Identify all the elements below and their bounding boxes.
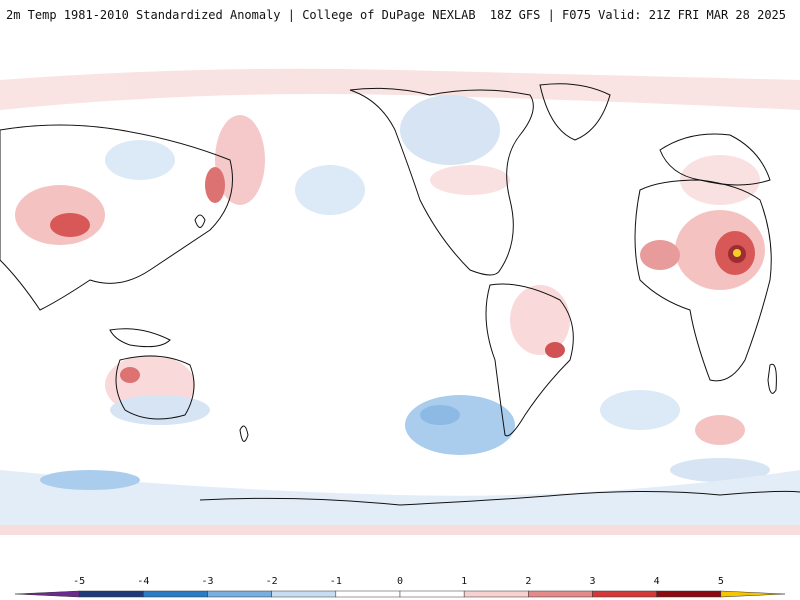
anomaly-shading [0, 68, 800, 535]
colorbar-segment [143, 590, 208, 598]
colorbar-segment [528, 590, 593, 598]
colorbar-segment [656, 590, 722, 598]
colorbar-tick-label: 2 [525, 576, 532, 587]
colorbar-tick-label: 5 [717, 576, 724, 587]
colorbar-segment [271, 590, 337, 598]
colorbar-tick-label: -1 [329, 576, 342, 587]
model-run-info: 18Z GFS | F075 Valid: 21Z FRI MAR 28 202… [489, 8, 786, 22]
colorbar-segment [399, 590, 465, 598]
colorbar-tick-label: 0 [396, 576, 404, 587]
colorbar-segment [207, 590, 272, 598]
map-header: 2m Temp 1981-2010 Standardized Anomaly |… [0, 0, 800, 40]
colorbar-segment [592, 590, 657, 598]
coastlines [0, 83, 800, 506]
colorbar-tick-label: 1 [461, 576, 468, 587]
colorbar-tick-label: -3 [201, 576, 214, 587]
world-anomaly-map [0, 40, 800, 560]
colorbar-segment [720, 590, 786, 598]
colorbar-tick-label: 3 [589, 576, 596, 587]
colorbar-segment [78, 590, 144, 598]
colorbar-tick-label: -5 [73, 576, 86, 587]
colorbar-tick-label: -2 [265, 576, 278, 587]
colorbar-segment [14, 590, 80, 598]
colorbar [0, 560, 800, 600]
colorbar-tick-label: 4 [653, 576, 660, 587]
colorbar-segment [463, 590, 529, 598]
map-title: 2m Temp 1981-2010 Standardized Anomaly |… [6, 8, 476, 22]
colorbar-segment [335, 590, 401, 598]
colorbar-tick-label: -4 [137, 576, 150, 587]
